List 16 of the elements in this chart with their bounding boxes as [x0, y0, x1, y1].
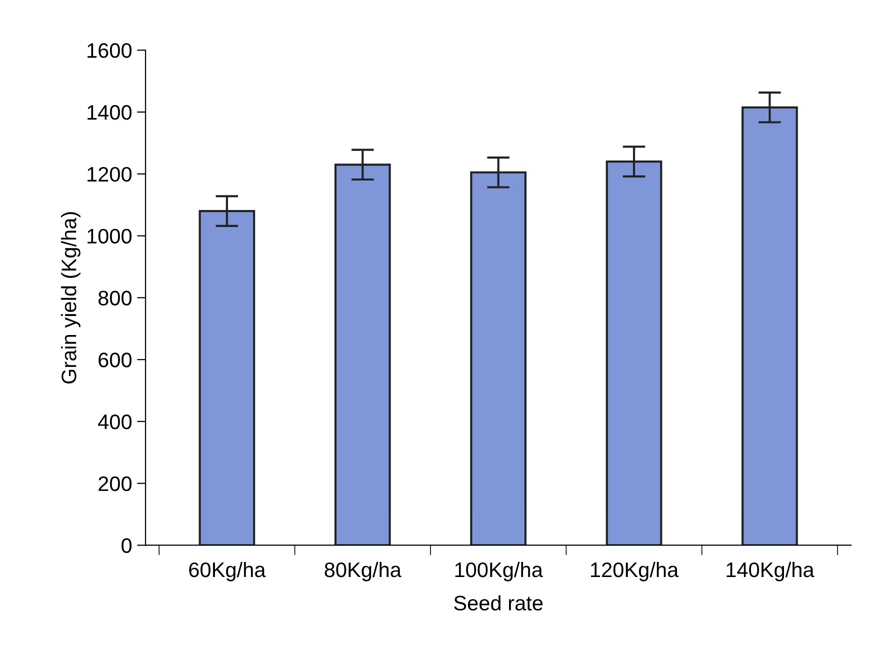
- y-tick-label: 1200: [88, 166, 132, 182]
- y-tick-label: 400: [98, 414, 132, 430]
- x-tick-label: 60Kg/ha: [189, 562, 266, 582]
- x-tick-label: 120Kg/ha: [591, 562, 679, 582]
- y-tick-label: 200: [98, 476, 132, 492]
- x-tick-label: 80Kg/ha: [324, 562, 402, 582]
- y-tick-label: 1400: [88, 105, 132, 120]
- y-tick-label: 1000: [88, 228, 132, 244]
- y-tick-label: 1600: [88, 43, 132, 58]
- y-axis-title: Grain yield (Kg/ha): [61, 212, 80, 384]
- x-axis-title: Seed rate: [454, 595, 543, 611]
- y-tick-label: 600: [98, 352, 132, 368]
- y-tick-label: 800: [98, 290, 132, 306]
- y-tick-label: 0: [122, 538, 132, 553]
- x-tick-label: 140Kg/ha: [726, 562, 814, 582]
- x-tick-label: 100Kg/ha: [455, 562, 543, 582]
